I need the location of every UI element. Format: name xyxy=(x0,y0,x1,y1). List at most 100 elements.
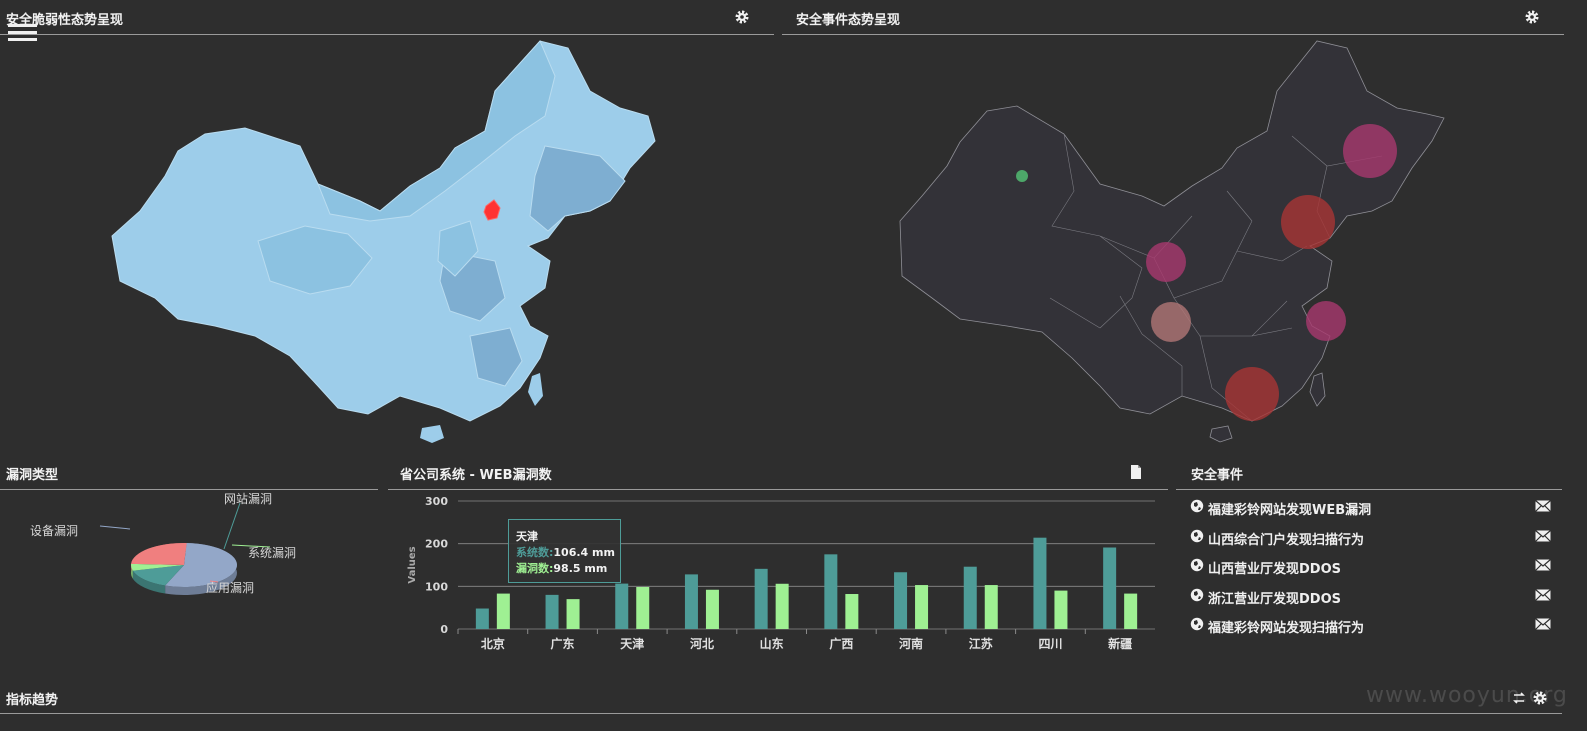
events-title: 安全事件 xyxy=(1191,468,1244,483)
bar-vulns[interactable] xyxy=(1054,590,1068,629)
map-region-northeast[interactable] xyxy=(529,145,626,232)
envelope-icon[interactable] xyxy=(1535,529,1551,542)
x-tick-label: 四川 xyxy=(1038,637,1062,651)
pie-leader-line xyxy=(209,580,219,583)
map-region-east[interactable] xyxy=(469,327,523,387)
bar-systems[interactable] xyxy=(824,554,838,629)
event-map-panel: 安全事件态势呈现 xyxy=(782,0,1564,455)
bar-systems[interactable] xyxy=(1033,537,1047,629)
envelope-icon[interactable] xyxy=(1535,559,1551,571)
event-list-item[interactable]: 山西营业厅发现DDOS xyxy=(1190,556,1560,586)
map-region-qinghai[interactable] xyxy=(257,225,373,295)
event-text[interactable]: 山西综合门户发现扫描行为 xyxy=(1208,532,1365,548)
tooltip-series2-label: 漏洞数: xyxy=(516,562,554,575)
envelope-icon[interactable] xyxy=(1535,588,1551,601)
event-bubble[interactable] xyxy=(1343,124,1397,178)
event-bubble[interactable] xyxy=(1225,367,1279,421)
x-tick-label: 北京 xyxy=(481,636,505,651)
pie-leader-line xyxy=(223,502,241,550)
event-text[interactable]: 福建彩铃网站发现WEB漏洞 xyxy=(1208,503,1372,518)
event-text[interactable]: 山西营业厅发现DDOS xyxy=(1208,562,1341,577)
event-text[interactable]: 浙江营业厅发现DDOS xyxy=(1208,591,1341,607)
bar-vulns[interactable] xyxy=(566,599,580,629)
web-vuln-title: 省公司系统 - WEB漏洞数 xyxy=(400,468,552,483)
event-list-item[interactable]: 福建彩铃网站发现扫描行为 xyxy=(1190,615,1560,645)
map-region-inner-mongolia[interactable] xyxy=(317,40,556,222)
event-bubble[interactable] xyxy=(1151,302,1191,342)
vuln-map-header: 安全脆弱性态势呈现 xyxy=(0,0,774,35)
bar-vulns[interactable] xyxy=(496,593,510,629)
event-list-item[interactable]: 福建彩铃网站发现WEB漏洞 xyxy=(1190,497,1560,527)
bar-systems[interactable] xyxy=(754,568,768,629)
vuln-map-panel: 安全脆弱性态势呈现 xyxy=(0,0,774,455)
bar-systems[interactable] xyxy=(545,594,559,629)
tooltip-category: 天津 xyxy=(516,530,538,543)
tooltip-row-vulns: 漏洞数:98.5 mm xyxy=(516,560,607,576)
bar-systems[interactable] xyxy=(684,574,698,629)
china-event-map[interactable] xyxy=(782,36,1564,451)
x-tick-label: 河南 xyxy=(898,636,923,651)
bar-systems[interactable] xyxy=(615,583,629,629)
x-tick-label: 河北 xyxy=(689,636,714,651)
pie-slice[interactable] xyxy=(131,543,187,565)
bar-vulns[interactable] xyxy=(845,594,859,629)
bar-vulns[interactable] xyxy=(1124,593,1138,629)
pie-slice[interactable] xyxy=(131,563,184,571)
pie-slice-label: 应用漏洞 xyxy=(206,580,254,595)
china-vuln-map[interactable] xyxy=(0,36,774,451)
bar-vulns[interactable] xyxy=(775,583,789,629)
bar-systems[interactable] xyxy=(963,566,977,629)
bar-vulns[interactable] xyxy=(984,585,998,629)
bar-vulns[interactable] xyxy=(705,589,719,629)
event-bubble[interactable] xyxy=(1281,195,1335,249)
envelope-icon[interactable] xyxy=(1535,500,1551,512)
map-island-hainan xyxy=(1209,425,1233,443)
globe-icon xyxy=(1190,529,1204,542)
pie-slice[interactable] xyxy=(165,543,237,587)
y-tick-label: 0 xyxy=(440,623,448,636)
hamburger-menu-icon[interactable] xyxy=(8,24,37,44)
globe-icon xyxy=(1190,499,1204,513)
event-bubble[interactable] xyxy=(1146,242,1186,282)
x-tick-label: 广东 xyxy=(551,636,575,651)
bar-vulns[interactable] xyxy=(636,586,650,629)
pie-slice[interactable] xyxy=(132,565,184,586)
event-text[interactable]: 福建彩铃网站发现扫描行为 xyxy=(1208,621,1365,636)
bar-systems[interactable] xyxy=(475,608,489,629)
vuln-type-title: 漏洞类型 xyxy=(6,468,59,483)
gear-icon[interactable] xyxy=(1524,9,1540,25)
map-china-outline xyxy=(899,40,1445,422)
event-bubble[interactable] xyxy=(1306,301,1346,341)
event-bubble[interactable] xyxy=(1016,170,1028,182)
map-region-beijing-highlight[interactable] xyxy=(483,199,501,221)
map-island-taiwan[interactable] xyxy=(528,373,543,406)
pie-slice-label: 设备漏洞 xyxy=(30,524,78,538)
event-list-item[interactable]: 浙江营业厅发现DDOS xyxy=(1190,586,1560,616)
event-list-item[interactable]: 山西综合门户发现扫描行为 xyxy=(1190,527,1560,557)
y-axis-label: Values xyxy=(407,546,418,583)
map-china-mainland[interactable] xyxy=(111,40,656,422)
y-tick-label: 100 xyxy=(425,580,448,593)
map-island-taiwan xyxy=(1309,372,1326,407)
event-map-title: 安全事件态势呈现 xyxy=(796,13,901,28)
tooltip-row-systems: 系统数:106.4 mm xyxy=(516,544,615,560)
y-tick-label: 200 xyxy=(425,538,448,551)
map-island-hainan[interactable] xyxy=(420,425,444,443)
bar-vulns[interactable] xyxy=(915,585,929,629)
document-icon[interactable] xyxy=(1128,464,1144,480)
map-region-shanxi[interactable] xyxy=(437,220,479,277)
bar-systems[interactable] xyxy=(1103,547,1117,629)
trend-title: 指标趋势 xyxy=(6,693,59,708)
gear-icon[interactable] xyxy=(734,9,750,25)
bar-systems[interactable] xyxy=(894,572,908,629)
globe-icon xyxy=(1190,558,1204,572)
menu-line xyxy=(8,38,37,41)
refresh-icon[interactable] xyxy=(1512,691,1526,705)
pie-slice-label: 网站漏洞 xyxy=(224,492,272,506)
vuln-type-header: 漏洞类型 xyxy=(0,455,378,490)
vuln-type-panel: 漏洞类型 设备漏洞 网站漏洞 系统漏洞 应用漏洞 xyxy=(0,455,378,687)
gear-icon[interactable] xyxy=(1532,690,1548,706)
envelope-icon[interactable] xyxy=(1535,618,1551,630)
